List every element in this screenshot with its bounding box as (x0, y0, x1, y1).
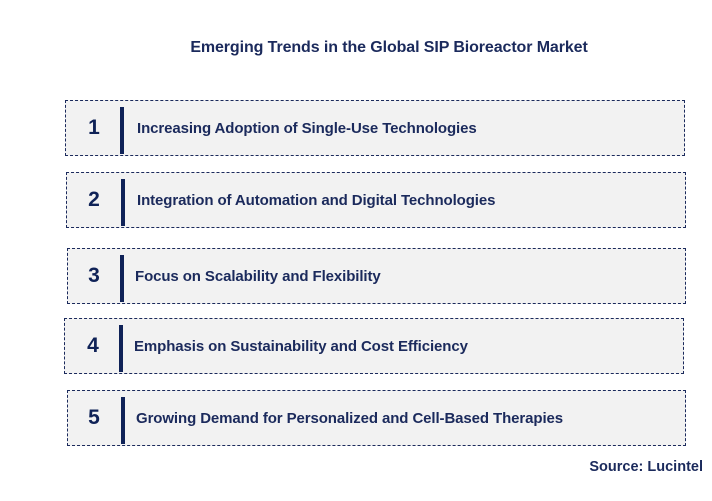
trend-item-3: 3 Focus on Scalability and Flexibility (67, 248, 686, 304)
trend-number: 5 (88, 406, 100, 429)
trend-divider-bar (120, 255, 124, 302)
trend-item-2: 2 Integration of Automation and Digital … (66, 172, 686, 228)
diagram-title: Emerging Trends in the Global SIP Biorea… (190, 39, 588, 56)
trend-divider-bar (121, 179, 125, 226)
trend-number: 4 (87, 334, 99, 357)
trend-label: Growing Demand for Personalized and Cell… (136, 409, 563, 427)
trend-divider-bar (121, 397, 125, 444)
trend-item-5: 5 Growing Demand for Personalized and Ce… (67, 390, 686, 446)
trend-label: Emphasis on Sustainability and Cost Effi… (134, 337, 468, 355)
source-attribution: Source: Lucintel (589, 459, 703, 475)
trend-item-4: 4 Emphasis on Sustainability and Cost Ef… (64, 318, 684, 374)
trend-divider-bar (120, 107, 124, 154)
trend-label: Integration of Automation and Digital Te… (137, 191, 496, 209)
trend-number: 1 (88, 116, 100, 139)
trend-number: 3 (88, 264, 100, 287)
trend-label: Increasing Adoption of Single-Use Techno… (137, 119, 477, 137)
trend-item-1: 1 Increasing Adoption of Single-Use Tech… (65, 100, 685, 156)
trend-number: 2 (88, 188, 100, 211)
trend-label: Focus on Scalability and Flexibility (135, 267, 381, 285)
trend-divider-bar (119, 325, 123, 372)
